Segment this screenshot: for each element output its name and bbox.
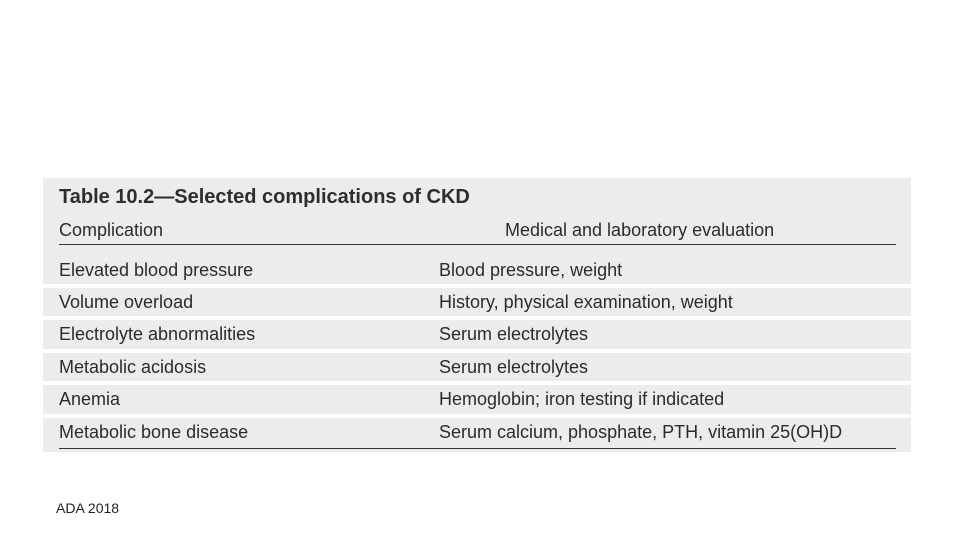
row-divider — [43, 349, 911, 353]
row-complication: Anemia — [59, 389, 121, 409]
row-evaluation: Hemoglobin; iron testing if indicated — [439, 389, 725, 409]
table-row: Electrolyte abnormalities Serum electrol… — [43, 320, 911, 348]
row-evaluation: Blood pressure, weight — [439, 260, 623, 280]
row-evaluation: History, physical examination, weight — [439, 292, 733, 312]
row-divider — [43, 381, 911, 385]
row-complication: Elevated blood pressure — [59, 260, 254, 280]
row-complication: Metabolic bone disease — [59, 422, 249, 442]
source-citation: ADA 2018 — [56, 500, 120, 516]
table-bottom-rule — [59, 448, 896, 449]
row-complication: Electrolyte abnormalities — [59, 324, 256, 344]
row-divider — [43, 316, 911, 320]
table-row: Metabolic bone disease Serum calcium, ph… — [43, 418, 911, 446]
table-header: Complication Medical and laboratory eval… — [59, 220, 896, 245]
row-divider — [43, 414, 911, 418]
row-divider — [43, 284, 911, 288]
row-complication: Volume overload — [59, 292, 194, 312]
table-row: Volume overload History, physical examin… — [43, 288, 911, 316]
table-title: Table 10.2—Selected complications of CKD — [59, 186, 470, 208]
row-evaluation: Serum electrolytes — [439, 324, 589, 344]
header-evaluation: Medical and laboratory evaluation — [505, 220, 775, 240]
table-row: Elevated blood pressure Blood pressure, … — [43, 256, 911, 284]
row-evaluation: Serum calcium, phosphate, PTH, vitamin 2… — [439, 422, 843, 442]
complications-table: Table 10.2—Selected complications of CKD… — [43, 178, 911, 452]
header-complication: Complication — [59, 220, 164, 240]
table-row: Anemia Hemoglobin; iron testing if indic… — [43, 385, 911, 413]
table-row: Metabolic acidosis Serum electrolytes — [43, 353, 911, 381]
row-complication: Metabolic acidosis — [59, 357, 207, 377]
row-evaluation: Serum electrolytes — [439, 357, 589, 377]
